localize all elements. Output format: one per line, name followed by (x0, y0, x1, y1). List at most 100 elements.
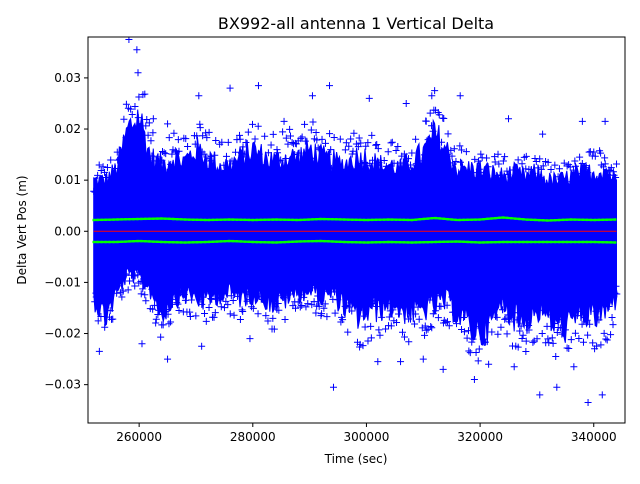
scatter-point (202, 317, 210, 325)
bound-point (522, 240, 525, 244)
scatter-point (600, 329, 608, 337)
scatter-point (553, 328, 561, 336)
scatter-point (205, 128, 213, 136)
scatter-point (556, 316, 564, 324)
scatter-point (501, 153, 509, 161)
scatter-point (328, 282, 336, 290)
scatter-point (245, 168, 253, 176)
bound-point (339, 240, 342, 244)
scatter-point (175, 307, 183, 315)
scatter-point (198, 300, 206, 308)
scatter-point (282, 134, 290, 142)
scatter-point (128, 111, 136, 119)
scatter-point (384, 148, 392, 156)
scatter-point (527, 179, 535, 187)
bound-point (482, 218, 485, 221)
bound-point (315, 239, 318, 243)
scatter-point (210, 169, 217, 177)
outlier-point (397, 358, 405, 366)
scatter-point (239, 143, 247, 151)
scatter-point (529, 169, 537, 177)
outlier-point (402, 99, 410, 107)
scatter-point (386, 171, 394, 179)
scatter-point (490, 297, 498, 305)
scatter-point (335, 277, 343, 285)
bound-point (462, 218, 465, 222)
scatter-point (482, 183, 490, 191)
outlier-point (195, 92, 203, 100)
outlier-point (570, 363, 578, 371)
scatter-point (339, 165, 347, 173)
scatter-point (130, 139, 138, 147)
scatter-point (212, 137, 220, 145)
bound-point (434, 216, 437, 220)
scatter-point (331, 309, 339, 317)
bound-point (394, 240, 398, 244)
scatter-point (480, 168, 488, 176)
scatter-point (536, 174, 544, 182)
bound-point (227, 218, 231, 221)
scatter-point (503, 330, 511, 338)
bound-point (168, 240, 171, 244)
scatter-point (249, 120, 257, 128)
bound-point (561, 218, 565, 222)
scatter-point (262, 312, 270, 320)
scatter-point (537, 165, 545, 173)
scatter-point (99, 163, 107, 171)
scatter-point (548, 190, 556, 198)
bound-point (613, 218, 616, 221)
scatter-point (516, 327, 524, 335)
y-tick-label: 0.01 (54, 173, 81, 187)
scatter-point (558, 183, 566, 191)
outlier-point (164, 120, 172, 128)
scatter-point (354, 143, 362, 151)
bound-point (176, 217, 179, 221)
scatter-point (398, 286, 406, 294)
scatter-point (546, 311, 554, 319)
bound-point (374, 218, 378, 222)
scatter-point (493, 313, 501, 321)
bound-point (549, 240, 553, 244)
scatter-point (122, 100, 130, 108)
scatter-point (570, 166, 578, 174)
bound-point (136, 217, 139, 221)
scatter-point (604, 170, 612, 178)
bound-point (311, 218, 314, 221)
scatter-point (303, 166, 311, 174)
scatter-point (119, 287, 127, 295)
scatter-point (554, 173, 562, 181)
scatter-point (91, 298, 99, 306)
scatter-point (388, 138, 396, 146)
bound-point (283, 240, 286, 244)
outlier-point (308, 92, 316, 100)
bound-point (410, 218, 414, 222)
outlier-point (505, 115, 513, 123)
scatter-point (293, 273, 301, 281)
scatter-point (230, 311, 238, 319)
scatter-point (277, 156, 285, 164)
scatter-point (489, 181, 497, 189)
bound-point (343, 218, 346, 221)
scatter-point (603, 336, 611, 344)
scatter-point (220, 161, 228, 169)
scatter-point (204, 287, 212, 295)
bound-point (156, 240, 159, 244)
scatter-point (559, 299, 567, 307)
bound-point (430, 217, 433, 220)
bound-point (251, 218, 254, 222)
scatter-point (205, 303, 213, 311)
scatter-point (358, 303, 366, 311)
bound-point (259, 218, 262, 222)
outlier-point (254, 82, 262, 90)
scatter-point (163, 175, 171, 183)
scatter-point (406, 176, 414, 184)
bound-point (279, 218, 282, 221)
scatter-point (104, 286, 112, 294)
outlier-point (164, 355, 172, 363)
scatter-point (259, 296, 267, 304)
bound-point (362, 241, 366, 244)
scatter-point (179, 175, 187, 183)
scatter-point (236, 315, 244, 323)
bound-point (323, 217, 326, 221)
